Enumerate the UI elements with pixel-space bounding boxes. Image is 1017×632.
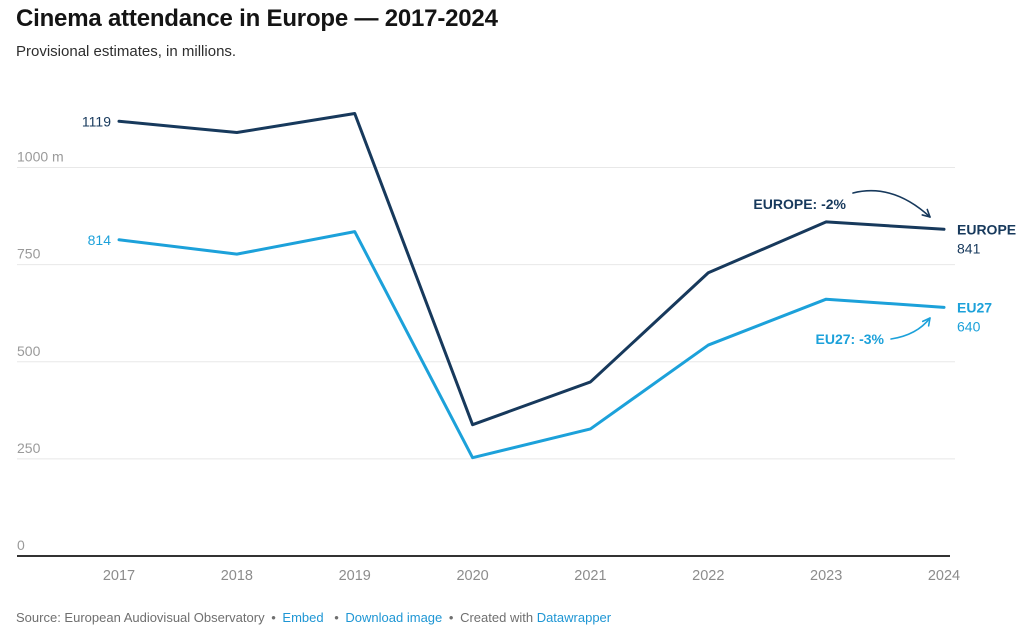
x-tick-label-2018: 2018: [221, 568, 253, 584]
y-tick-label: 1000 m: [17, 149, 64, 165]
datawrapper-link[interactable]: Datawrapper: [536, 610, 612, 625]
arrowhead-icon: [921, 208, 931, 218]
source-text: Source: European Audiovisual Observatory: [16, 610, 265, 625]
chart-footer: Source: European Audiovisual Observatory…: [16, 610, 611, 625]
europe-end-label: EUROPE: [957, 221, 1016, 237]
embed-link[interactable]: Embed: [282, 610, 324, 625]
y-tick-label: 750: [17, 246, 41, 262]
europe-annotation: EUROPE: -2%: [753, 196, 846, 212]
x-tick-label-2024: 2024: [928, 568, 960, 584]
x-tick-label-2020: 2020: [456, 568, 488, 584]
eu27-end-label: EU27: [957, 299, 992, 315]
y-tick-label: 500: [17, 343, 41, 359]
europe-start-value-label: 1119: [82, 113, 111, 129]
eu27-start-value-label: 814: [88, 232, 112, 248]
eu27-line: [117, 230, 946, 460]
created-with-text: Created with: [460, 610, 534, 625]
curved-arrow-icon: [890, 317, 931, 340]
chart-subtitle: Provisional estimates, in millions.: [16, 42, 237, 60]
footer-separator: •: [271, 610, 276, 625]
europe-line: [117, 111, 946, 427]
chart-title: Cinema attendance in Europe — 2017-2024: [16, 5, 498, 32]
y-tick-label: 0: [17, 537, 25, 553]
chart-header: Cinema attendance in Europe — 2017-2024 …: [16, 5, 498, 60]
y-tick-label: 250: [17, 440, 41, 456]
download-image-link[interactable]: Download image: [345, 610, 443, 625]
eu27-end-value-label: 640: [957, 318, 981, 334]
x-tick-label-2023: 2023: [810, 568, 842, 584]
footer-separator: •: [448, 610, 454, 625]
x-tick-label-2019: 2019: [339, 568, 371, 584]
europe-end-value-label: 841: [957, 240, 981, 256]
x-tick-label-2017: 2017: [103, 568, 135, 584]
footer-separator: •: [334, 610, 339, 625]
x-tick-label-2022: 2022: [692, 568, 724, 584]
x-tick-label-2021: 2021: [574, 568, 606, 584]
curved-arrow-icon: [852, 189, 931, 218]
arrowhead-icon: [921, 317, 931, 327]
eu27-annotation: EU27: -3%: [816, 331, 885, 347]
